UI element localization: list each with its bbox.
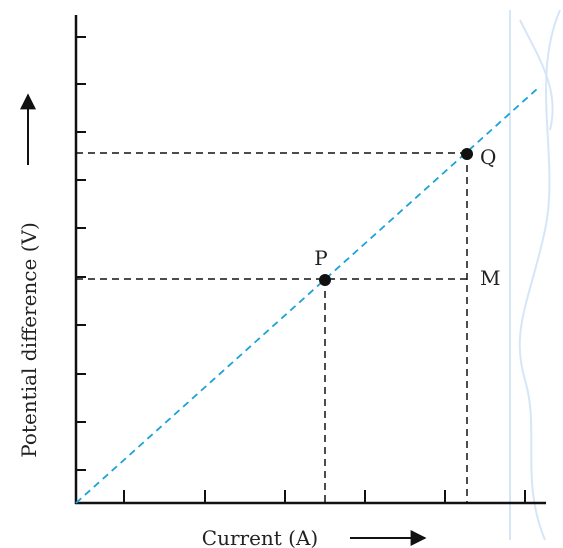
axes: [74, 15, 546, 505]
guide-lines: [76, 152, 468, 503]
point-p: [319, 274, 331, 286]
point-label: Q: [480, 145, 496, 169]
background-decoration: [509, 9, 561, 541]
point-q: [461, 148, 473, 160]
point-label: P: [314, 246, 327, 270]
axis-ticks: [76, 36, 526, 503]
point-label: M: [480, 266, 500, 290]
graph-line: [75, 88, 538, 504]
y-axis-label: Potential difference (V): [17, 222, 41, 458]
x-axis-label: Current (A): [202, 526, 318, 548]
